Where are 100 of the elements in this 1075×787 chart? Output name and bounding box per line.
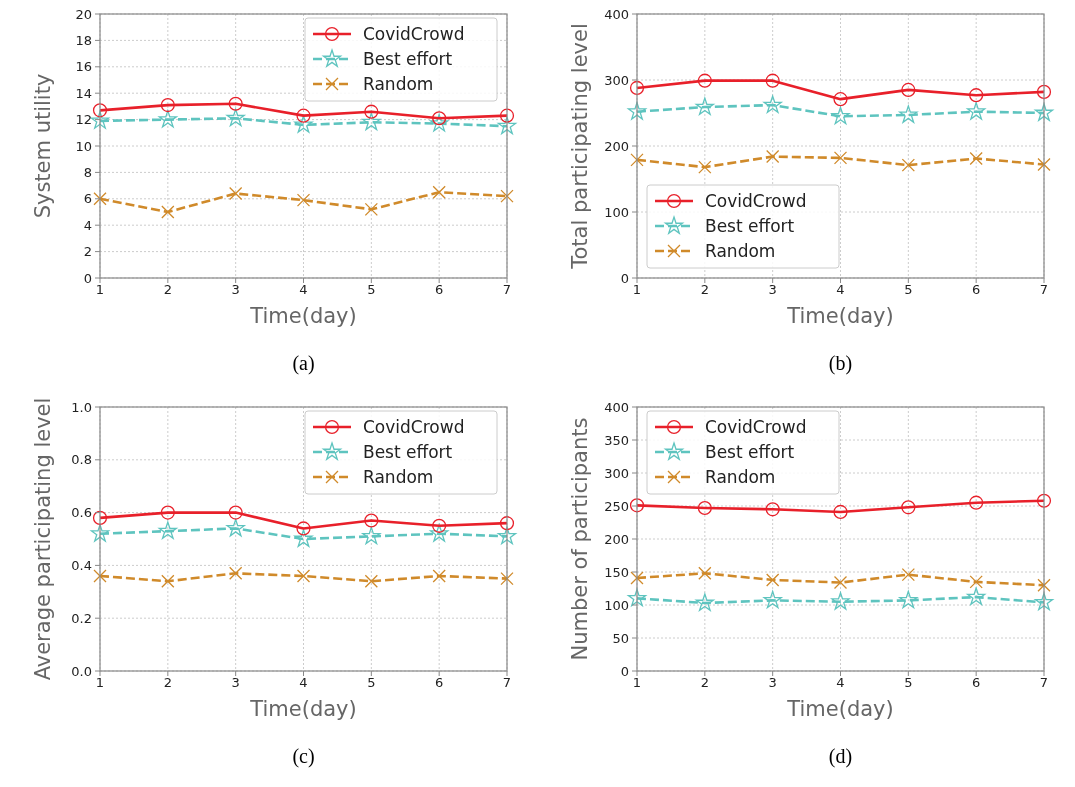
point bbox=[296, 193, 311, 207]
point bbox=[967, 102, 986, 120]
legend-label: Random bbox=[363, 73, 434, 94]
y-tick-label: 0.2 bbox=[71, 610, 92, 626]
point bbox=[629, 498, 645, 513]
y-axis-title: Total participating level bbox=[568, 23, 592, 270]
point bbox=[763, 95, 782, 113]
legend-label: Random bbox=[705, 240, 776, 261]
point bbox=[158, 521, 177, 539]
point bbox=[160, 98, 175, 113]
point bbox=[967, 587, 986, 605]
point bbox=[901, 500, 916, 515]
point bbox=[969, 575, 983, 589]
x-tick-label: 3 bbox=[231, 675, 240, 690]
text: (b) bbox=[828, 352, 853, 375]
x-tick-label: 6 bbox=[972, 282, 981, 297]
point bbox=[630, 153, 644, 167]
point bbox=[93, 192, 107, 206]
y-tick-label: 0.8 bbox=[71, 452, 92, 468]
point bbox=[226, 518, 245, 537]
x-tick-label: 5 bbox=[367, 282, 376, 297]
point bbox=[833, 92, 848, 107]
x-tick-label: 1 bbox=[95, 282, 105, 297]
x-tick-label: 7 bbox=[502, 282, 512, 297]
y-tick-label: 0 bbox=[83, 270, 92, 286]
point bbox=[765, 502, 780, 517]
point bbox=[499, 516, 515, 531]
x-tick-label: 5 bbox=[904, 282, 913, 297]
point bbox=[92, 103, 108, 118]
point bbox=[1037, 578, 1051, 592]
x-axis-title: Time(day) bbox=[786, 697, 894, 721]
x-tick-label: 4 bbox=[299, 282, 308, 297]
point bbox=[695, 97, 714, 115]
point bbox=[901, 158, 915, 172]
x-tick-label: 4 bbox=[299, 675, 308, 690]
text: (d) bbox=[828, 745, 853, 768]
x-tick-label: 2 bbox=[163, 675, 172, 690]
y-tick-label: 16 bbox=[75, 59, 92, 75]
point bbox=[500, 571, 514, 586]
point bbox=[833, 151, 848, 165]
point bbox=[93, 569, 107, 583]
y-tick-label: 0.6 bbox=[71, 505, 92, 521]
point bbox=[766, 573, 780, 587]
y-tick-label: 4 bbox=[83, 217, 92, 233]
y-tick-label: 0 bbox=[620, 663, 629, 679]
y-tick-label: 300 bbox=[604, 465, 629, 481]
point bbox=[296, 521, 311, 536]
point bbox=[430, 113, 449, 132]
point bbox=[627, 102, 647, 120]
y-tick-label: 20 bbox=[75, 6, 92, 22]
text: (a) bbox=[292, 352, 315, 375]
point bbox=[1037, 157, 1051, 172]
point bbox=[765, 73, 780, 88]
point bbox=[899, 105, 918, 123]
y-tick-label: 200 bbox=[604, 531, 629, 547]
x-tick-label: 6 bbox=[972, 675, 981, 690]
point bbox=[831, 592, 850, 610]
x-tick-label: 6 bbox=[435, 282, 444, 297]
x-tick-label: 6 bbox=[435, 675, 444, 690]
x-tick-label: 7 bbox=[502, 675, 512, 690]
y-tick-label: 2 bbox=[83, 244, 92, 260]
point bbox=[969, 495, 984, 510]
point bbox=[362, 526, 381, 545]
y-tick-label: 250 bbox=[604, 498, 629, 514]
point bbox=[697, 500, 712, 516]
point bbox=[695, 593, 714, 611]
point bbox=[364, 202, 378, 217]
legend-label: Best effort bbox=[363, 441, 453, 462]
point bbox=[630, 571, 644, 585]
point bbox=[364, 104, 379, 119]
point bbox=[430, 524, 449, 542]
point bbox=[92, 510, 108, 525]
point bbox=[161, 205, 175, 219]
point bbox=[294, 529, 313, 547]
x-tick-label: 1 bbox=[632, 675, 642, 690]
point bbox=[629, 80, 645, 95]
x-tick-label: 7 bbox=[1039, 282, 1049, 297]
y-tick-label: 0.4 bbox=[71, 557, 92, 573]
legend-label: Best effort bbox=[363, 48, 453, 69]
y-tick-label: 0.0 bbox=[71, 663, 92, 679]
y-tick-label: 50 bbox=[612, 630, 629, 646]
y-tick-label: 100 bbox=[604, 597, 629, 613]
x-axis-title: Time(day) bbox=[249, 697, 357, 721]
y-tick-label: 10 bbox=[75, 138, 92, 154]
x-tick-label: 3 bbox=[768, 282, 777, 297]
point bbox=[969, 151, 983, 166]
point bbox=[697, 73, 712, 88]
y-tick-label: 400 bbox=[604, 399, 629, 415]
y-tick-label: 14 bbox=[75, 85, 92, 101]
point bbox=[500, 189, 514, 203]
legend-label: CovidCrowd bbox=[363, 23, 465, 44]
y-tick-label: 1.0 bbox=[71, 399, 92, 415]
point bbox=[229, 186, 243, 201]
y-tick-label: 8 bbox=[83, 164, 92, 180]
point bbox=[432, 569, 446, 583]
x-tick-label: 3 bbox=[768, 675, 777, 690]
y-tick-label: 12 bbox=[75, 112, 92, 128]
legend-label: Random bbox=[363, 466, 434, 487]
x-tick-label: 2 bbox=[700, 675, 709, 690]
legend-label: Best effort bbox=[705, 215, 795, 236]
